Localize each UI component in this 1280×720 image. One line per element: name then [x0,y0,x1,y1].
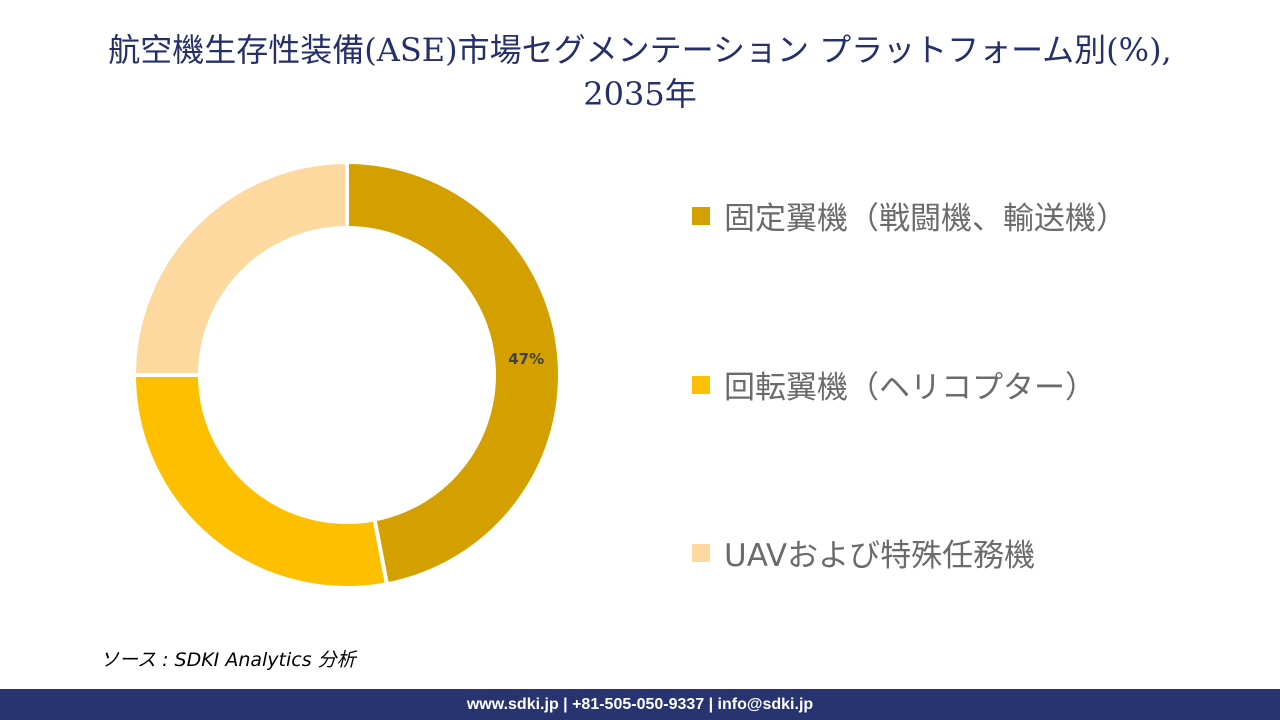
title-line-1: 航空機生存性装備(ASE)市場セグメンテーション プラットフォーム別(%), [108,31,1172,69]
data-label: 47% [508,350,544,368]
legend-item: 回転翼機（ヘリコプター） [692,362,1096,407]
donut-slice [345,159,562,587]
legend-label: 固定翼機（戦闘機、輸送機） [724,201,1127,237]
legend-item: 固定翼機（戦闘機、輸送機） [692,193,1127,238]
legend-label: 回転翼機（ヘリコプター） [724,370,1096,406]
legend-item: UAVおよび特殊任務機 [692,530,1035,575]
source-note: ソース : SDKI Analytics 分析 [100,649,356,671]
legend-swatch [692,543,710,562]
legend-label: UAVおよび特殊任務機 [724,538,1036,574]
footer-contact: www.sdki.jp | +81-505-050-9337 | info@sd… [0,689,1280,720]
donut-slice [131,159,349,377]
donut-slice [131,373,390,590]
title-line-2: 2035年 [583,75,697,113]
legend-swatch [692,375,710,394]
legend-swatch [692,206,710,225]
chart-title: 航空機生存性装備(ASE)市場セグメンテーション プラットフォーム別(%), 2… [0,28,1280,116]
